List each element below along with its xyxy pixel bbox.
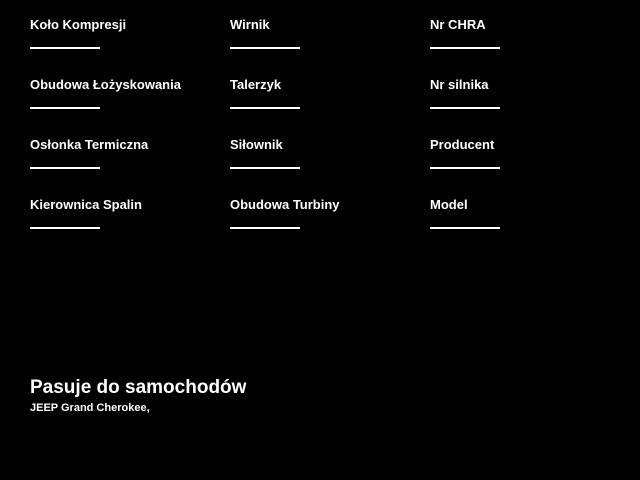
field-chra-number-label: Nr CHRA — [430, 17, 486, 32]
field-compressor-wheel-label: Koło Kompresji — [30, 17, 127, 32]
field-compressor-wheel: Koło Kompresji — [30, 17, 225, 49]
field-turbine-housing: Obudowa Turbiny — [230, 197, 425, 229]
field-actuator-label: Siłownik — [230, 137, 283, 152]
field-heat-shield-value-line — [30, 167, 100, 169]
field-plate: Talerzyk — [230, 77, 425, 109]
field-engine-number-label: Nr silnika — [430, 77, 489, 92]
field-engine-number: Nr silnika — [430, 77, 625, 109]
field-manufacturer-label: Producent — [430, 137, 495, 152]
fits-section-title: Pasuje do samochodów — [30, 377, 247, 398]
field-plate-label: Talerzyk — [230, 77, 282, 92]
field-model-value-line — [430, 227, 500, 229]
field-chra-number: Nr CHRA — [430, 17, 625, 49]
fits-section-car-list: JEEP Grand Cherokee, — [30, 402, 150, 414]
field-heat-shield-label: Osłonka Termiczna — [30, 137, 149, 152]
field-turbine-housing-value-line — [230, 227, 300, 229]
field-bearing-housing-value-line — [30, 107, 100, 109]
field-model-label: Model — [430, 197, 468, 212]
field-compressor-wheel-value-line — [30, 47, 100, 49]
field-actuator-value-line — [230, 167, 300, 169]
field-exhaust-guide-value-line — [30, 227, 100, 229]
field-exhaust-guide-label: Kierownica Spalin — [30, 197, 142, 212]
field-heat-shield: Osłonka Termiczna — [30, 137, 225, 169]
field-engine-number-value-line — [430, 107, 500, 109]
field-model: Model — [430, 197, 625, 229]
field-manufacturer: Producent — [430, 137, 625, 169]
field-turbine-housing-label: Obudowa Turbiny — [230, 197, 340, 212]
field-chra-number-value-line — [430, 47, 500, 49]
field-turbine-wheel: Wirnik — [230, 17, 425, 49]
field-turbine-wheel-value-line — [230, 47, 300, 49]
field-manufacturer-value-line — [430, 167, 500, 169]
field-plate-value-line — [230, 107, 300, 109]
field-bearing-housing: Obudowa Łożyskowania — [30, 77, 225, 109]
field-bearing-housing-label: Obudowa Łożyskowania — [30, 77, 181, 92]
field-exhaust-guide: Kierownica Spalin — [30, 197, 225, 229]
field-turbine-wheel-label: Wirnik — [230, 17, 270, 32]
field-actuator: Siłownik — [230, 137, 425, 169]
